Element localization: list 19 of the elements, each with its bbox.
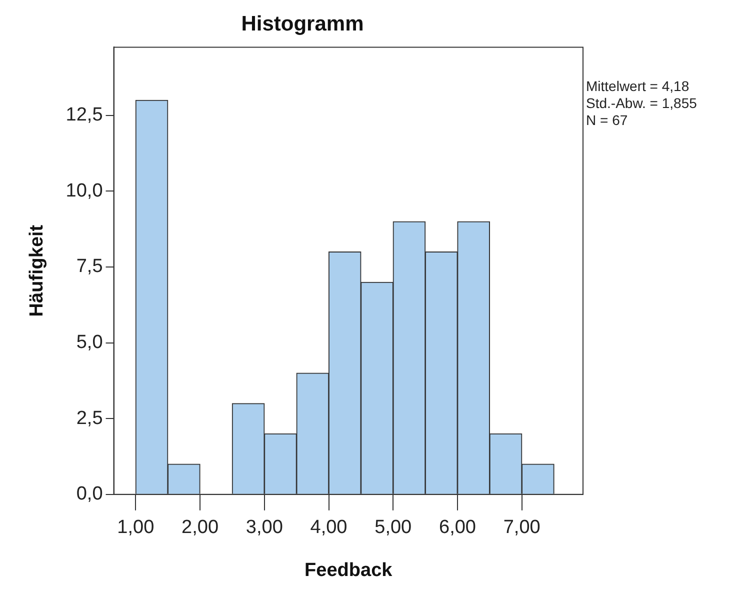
x-axis-title: Feedback <box>304 560 393 581</box>
x-tick-label: 6,00 <box>438 517 476 538</box>
y-tick-label: 2,5 <box>76 408 103 429</box>
y-axis-title: Häufigkeit <box>26 224 48 317</box>
x-tick-label: 3,00 <box>246 517 283 538</box>
y-tick-label: 12,5 <box>66 104 103 126</box>
y-tick-label: 7,5 <box>76 256 103 278</box>
x-tick-label: 1,00 <box>117 517 154 538</box>
text: Mittelwert = 4,18 <box>586 78 690 95</box>
y-tick-label: 10,0 <box>66 180 103 202</box>
x-tick-label: 7,00 <box>503 517 540 538</box>
x-tick-label: 2,00 <box>182 517 219 538</box>
x-tick-label: 4,00 <box>310 517 348 538</box>
y-tick-label: 0,0 <box>76 484 103 505</box>
y-tick-label: 5,0 <box>76 332 103 354</box>
text: N = 67 <box>586 112 629 129</box>
x-tick-label: 5,00 <box>374 517 412 538</box>
chart-title: Histogramm <box>241 12 364 36</box>
text: Std.-Abw. = 1,855 <box>586 95 697 112</box>
